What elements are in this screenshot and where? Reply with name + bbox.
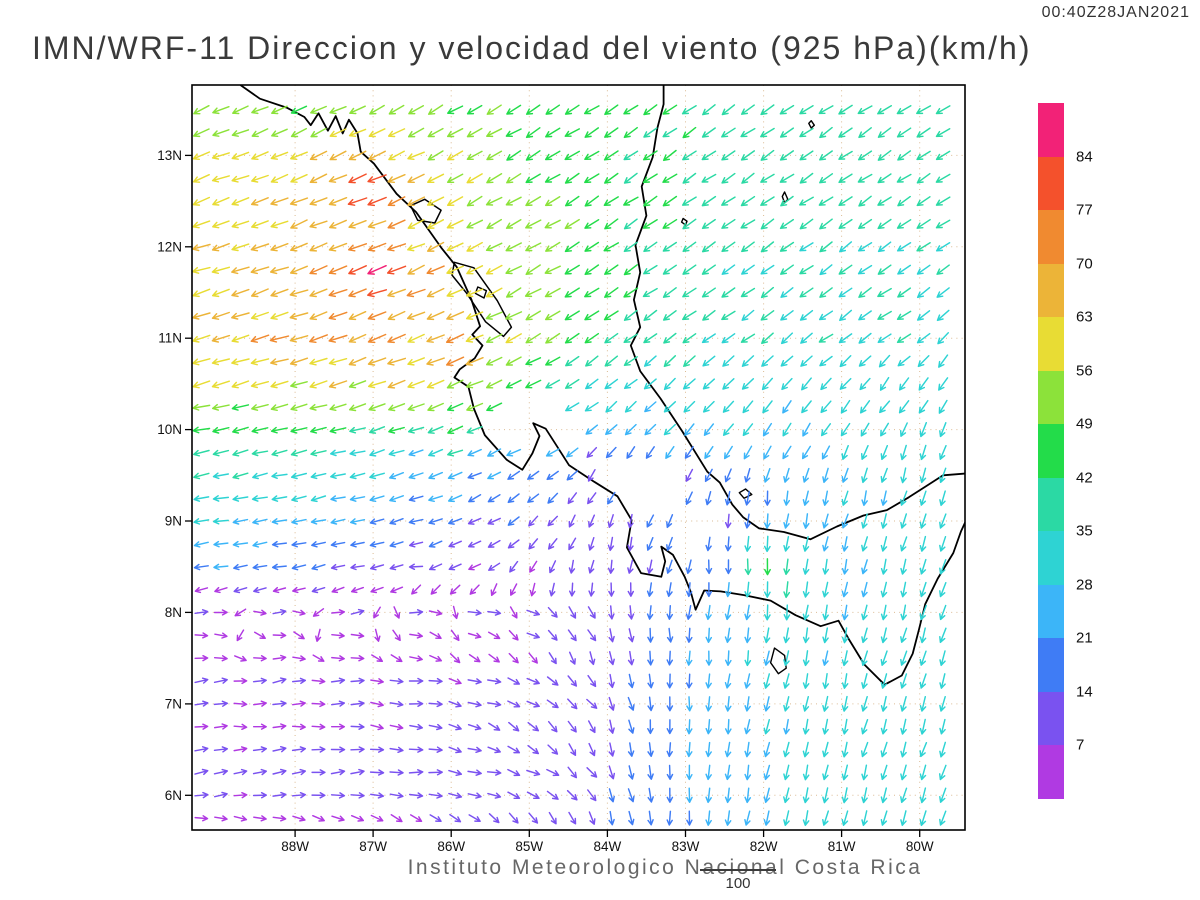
wind-arrows-bucket (193, 104, 951, 599)
lon-tick-label: 80W (906, 839, 934, 854)
colorbar-segment (1038, 424, 1064, 478)
scale-bar-label: 100 (725, 875, 751, 892)
lon-tick-label: 86W (437, 839, 465, 854)
wind-arrows-bucket (250, 196, 465, 367)
coastline-path (629, 85, 965, 541)
colorbar-label: 21 (1076, 629, 1093, 647)
colorbar-segment (1038, 370, 1064, 425)
lake-outline (409, 198, 442, 224)
colorbar-label: 49 (1076, 415, 1093, 433)
lon-tick-label: 83W (672, 839, 700, 854)
wind-arrows-bucket (192, 128, 522, 389)
colorbar-segment (1038, 691, 1064, 746)
lat-tick-label: 9N (165, 514, 182, 529)
wind-arrows-layer (192, 104, 951, 827)
coastline-layer (239, 85, 965, 686)
lat-tick-label: 12N (157, 239, 182, 254)
lat-tick-label: 10N (157, 422, 182, 437)
colorbar-label: 35 (1076, 522, 1093, 540)
lat-tick-label: 7N (165, 696, 182, 711)
colorbar-label: 70 (1076, 255, 1093, 273)
wind-arrows-bucket (193, 446, 771, 826)
colorbar-segment (1038, 103, 1064, 157)
lon-tick-label: 81W (828, 839, 856, 854)
colorbar-label: 84 (1076, 148, 1093, 166)
footer-credit: Instituto Meteorologico Nacional Costa R… (407, 856, 923, 879)
lon-tick-label: 84W (594, 839, 622, 854)
plot-frame (191, 84, 966, 831)
colorbar-segment (1038, 210, 1064, 264)
colorbar-segment (1038, 584, 1064, 639)
colorbar-label: 63 (1076, 308, 1093, 326)
lat-tick-label: 8N (165, 605, 182, 620)
colorbar-label: 14 (1076, 683, 1093, 701)
colorbar-segment (1038, 156, 1064, 211)
island-outline (738, 488, 753, 499)
colorbar-segment (1038, 638, 1064, 692)
wind-arrows-bucket (192, 150, 484, 389)
colorbar-segment (1038, 745, 1064, 799)
wind-arrows-bucket (193, 400, 888, 826)
wind-arrows-bucket (192, 104, 580, 412)
wind-arrows-bucket (347, 173, 407, 298)
colorbar-label: 28 (1076, 576, 1093, 594)
valid-time-label: 00:40Z28JAN2021 (1041, 4, 1190, 21)
colorbar-label: 77 (1076, 201, 1093, 219)
lat-tick-label: 6N (165, 788, 182, 803)
axes-layer: 13N 12N 11N 10N 9N 8N 7N 6N 88W 87W 86W 85W 84W 83W 82… (157, 148, 934, 854)
lat-tick-label: 11N (158, 331, 182, 346)
colorbar-segment (1038, 317, 1064, 371)
colorbar-label: 42 (1076, 469, 1093, 487)
scale-bar (700, 869, 776, 871)
colorbar-segment (1038, 263, 1064, 318)
colorbar (1038, 103, 1064, 799)
wind-arrows-bucket (193, 241, 951, 827)
lon-tick-label: 87W (359, 839, 387, 854)
island-outline (474, 286, 488, 299)
island-outline (680, 217, 688, 226)
island-outline (808, 120, 815, 129)
wind-arrows-bucket (194, 560, 538, 823)
lon-tick-label: 88W (281, 839, 309, 854)
colorbar-segment (1038, 477, 1064, 532)
lake-outline (451, 261, 513, 338)
lon-tick-label: 85W (515, 839, 543, 854)
wind-arrows-bucket (367, 264, 387, 275)
island-outline (769, 647, 787, 675)
lon-tick-label: 82W (750, 839, 778, 854)
colorbar-label: 56 (1076, 362, 1093, 380)
lat-tick-label: 13N (157, 148, 182, 163)
wind-arrows-bucket (192, 104, 771, 576)
wind-arrows-bucket (194, 446, 732, 825)
coastline-path (239, 85, 965, 686)
chart-title: IMN/WRF-11 Direccion y velocidad del vie… (32, 30, 1032, 66)
colorbar-segment (1038, 531, 1064, 585)
colorbar-label: 7 (1076, 736, 1085, 754)
